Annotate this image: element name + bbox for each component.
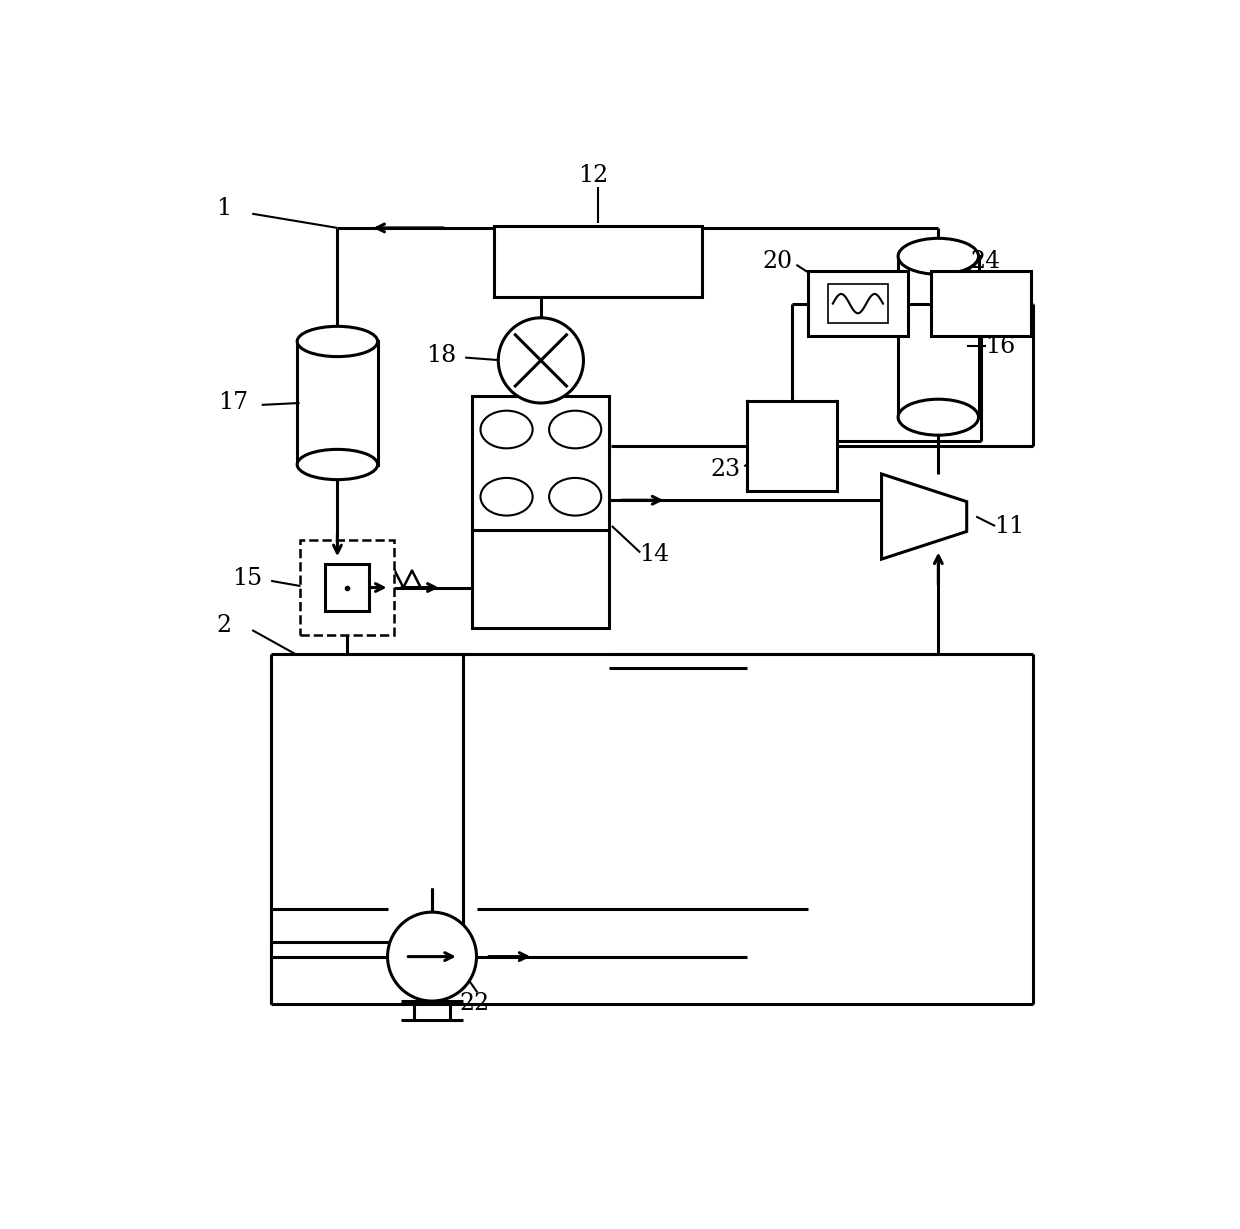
Polygon shape (882, 474, 967, 559)
Text: 17: 17 (218, 392, 248, 414)
Bar (494, 226, 702, 296)
Ellipse shape (898, 238, 978, 274)
Text: 22: 22 (460, 992, 490, 1015)
Circle shape (498, 318, 584, 403)
Ellipse shape (549, 410, 601, 449)
Text: 2: 2 (216, 613, 232, 637)
Bar (746, 401, 837, 490)
Ellipse shape (480, 410, 533, 449)
Bar (298, 342, 378, 465)
Ellipse shape (480, 478, 533, 516)
Text: 14: 14 (640, 543, 670, 565)
Text: 12: 12 (578, 165, 608, 187)
Text: 15: 15 (232, 567, 263, 590)
Bar (325, 564, 368, 611)
Bar (472, 396, 610, 531)
Bar (828, 284, 888, 323)
Bar (808, 272, 908, 336)
Bar (931, 272, 1030, 336)
Ellipse shape (898, 399, 978, 435)
Text: 18: 18 (427, 344, 456, 367)
Text: 11: 11 (994, 515, 1024, 537)
Bar (472, 531, 610, 628)
Ellipse shape (549, 478, 601, 516)
Ellipse shape (298, 450, 378, 479)
Text: 24: 24 (971, 249, 1001, 273)
Bar (898, 257, 978, 417)
Bar (300, 541, 394, 635)
Circle shape (388, 912, 476, 1002)
Text: 23: 23 (711, 457, 740, 481)
Text: 16: 16 (985, 334, 1016, 358)
Text: 1: 1 (216, 198, 232, 220)
Text: 20: 20 (763, 249, 792, 273)
Ellipse shape (298, 327, 378, 356)
